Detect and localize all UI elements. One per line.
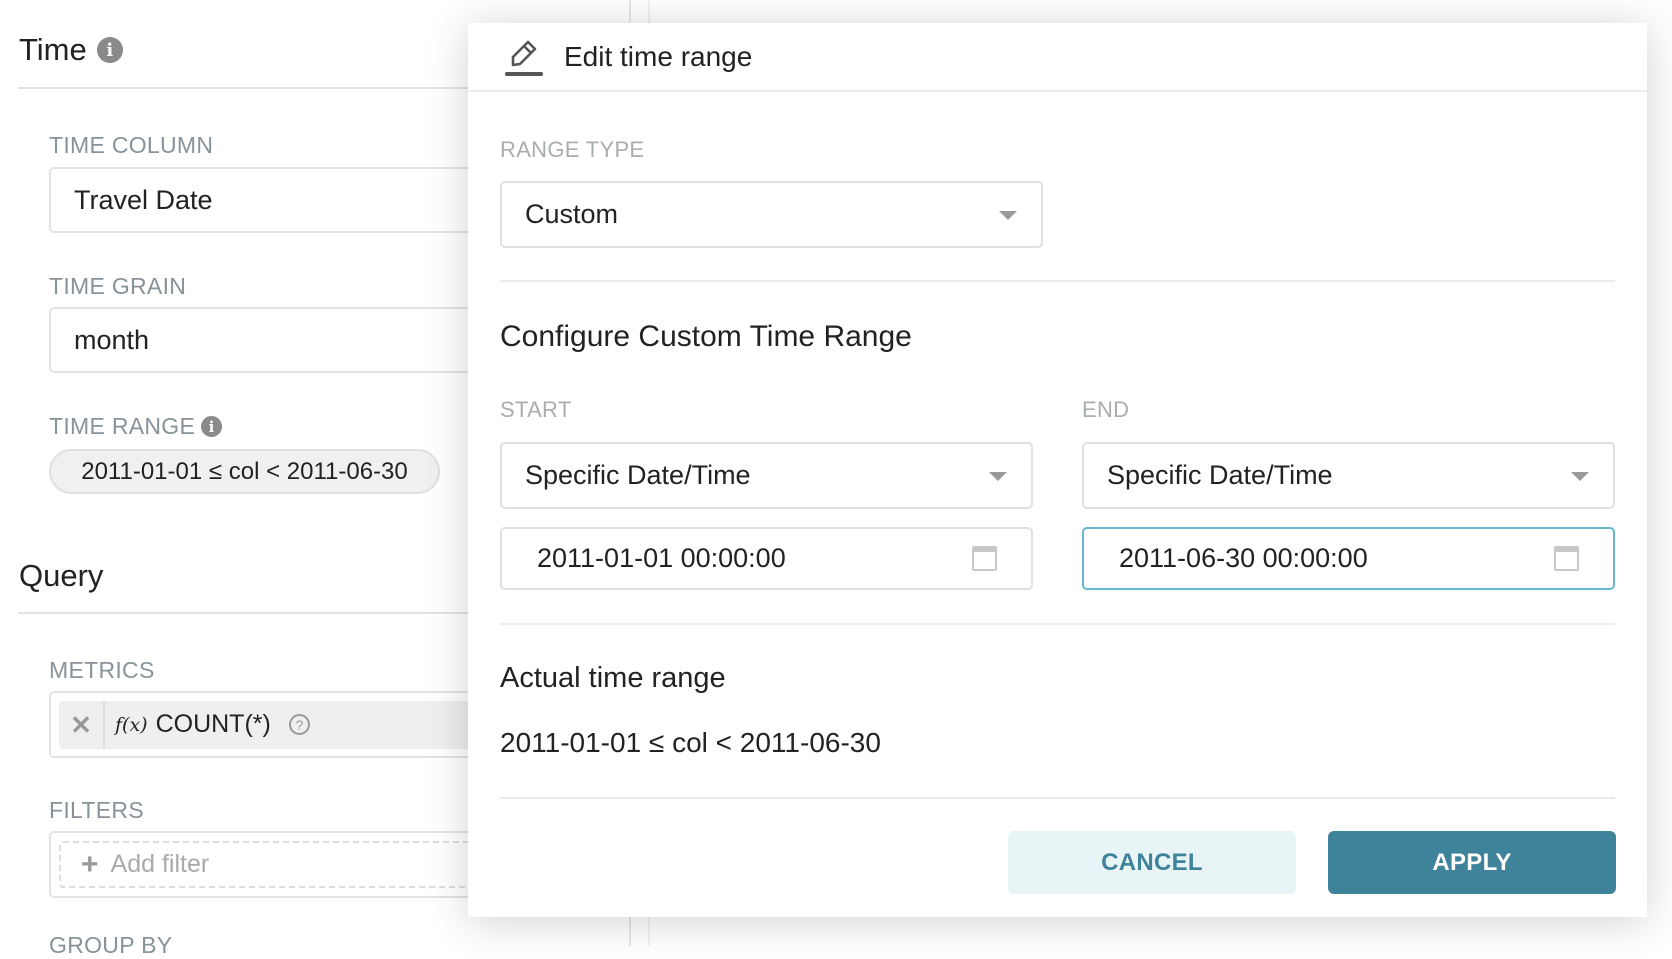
time-grain-label: TIME GRAIN: [49, 273, 187, 299]
header-divider: [468, 90, 1647, 92]
metrics-label: METRICS: [49, 657, 155, 683]
time-range-pill[interactable]: 2011-01-01 ≤ col < 2011-06-30: [49, 449, 440, 494]
modal-title: Edit time range: [564, 41, 753, 72]
filters-box: + Add filter: [49, 831, 489, 898]
info-icon[interactable]: i: [201, 416, 223, 437]
time-grain-value: month: [74, 324, 150, 355]
time-range-value: 2011-01-01 ≤ col < 2011-06-30: [81, 457, 408, 485]
time-section-header[interactable]: Time i: [19, 32, 123, 68]
end-mode-value: Specific Date/Time: [1107, 460, 1333, 490]
metric-value: COUNT(*): [155, 710, 271, 738]
cancel-button[interactable]: CANCEL: [1008, 831, 1296, 894]
time-range-label: TIME RANGE: [49, 413, 196, 439]
divider: [18, 87, 478, 89]
end-label: END: [1082, 397, 1130, 422]
remove-metric-icon[interactable]: ✕: [59, 700, 105, 749]
time-grain-select[interactable]: month: [49, 307, 489, 373]
time-section-title: Time: [19, 32, 87, 67]
time-range-label-row: TIME RANGE i: [49, 413, 223, 440]
time-column-value: Travel Date: [74, 184, 213, 215]
pencil-icon: [505, 40, 543, 76]
range-type-select[interactable]: Custom: [500, 181, 1043, 248]
add-filter-button[interactable]: + Add filter: [59, 841, 479, 888]
chevron-down-icon: [999, 210, 1017, 220]
divider: [500, 623, 1615, 625]
actual-range-value: 2011-01-01 ≤ col < 2011-06-30: [500, 727, 881, 758]
divider: [18, 612, 478, 614]
metrics-box[interactable]: ✕ f(x) COUNT(*) ?: [49, 691, 489, 758]
help-icon[interactable]: ?: [288, 714, 310, 735]
add-filter-label: Add filter: [110, 850, 210, 878]
filters-label: FILTERS: [49, 797, 144, 823]
chevron-down-icon: [1571, 471, 1589, 481]
divider: [500, 280, 1615, 282]
metric-chip[interactable]: ✕ f(x) COUNT(*) ?: [59, 700, 479, 749]
custom-range-heading: Configure Custom Time Range: [500, 320, 912, 353]
time-column-select[interactable]: Travel Date: [49, 167, 489, 233]
query-section-title: Query: [19, 558, 104, 593]
divider: [500, 797, 1615, 799]
calendar-icon[interactable]: [1554, 545, 1579, 571]
apply-button[interactable]: APPLY: [1328, 831, 1616, 894]
start-mode-select[interactable]: Specific Date/Time: [500, 442, 1033, 509]
time-column-label: TIME COLUMN: [49, 132, 214, 158]
end-date-input[interactable]: 2011-06-30 00:00:00: [1082, 527, 1615, 590]
calendar-icon[interactable]: [972, 545, 997, 571]
chevron-down-icon: [989, 471, 1007, 481]
plus-icon: +: [81, 847, 99, 881]
actual-range-heading: Actual time range: [500, 662, 726, 694]
start-date-value: 2011-01-01 00:00:00: [537, 543, 786, 573]
function-icon: f(x): [115, 713, 148, 736]
range-type-label: RANGE TYPE: [500, 137, 645, 162]
end-date-value: 2011-06-30 00:00:00: [1119, 543, 1368, 573]
start-mode-value: Specific Date/Time: [525, 460, 751, 490]
info-icon[interactable]: i: [96, 37, 123, 63]
start-label: START: [500, 397, 572, 422]
edit-time-range-popover: Edit time range RANGE TYPE Custom Config…: [468, 23, 1647, 917]
range-type-value: Custom: [525, 199, 619, 229]
start-date-input[interactable]: 2011-01-01 00:00:00: [500, 527, 1033, 590]
end-mode-select[interactable]: Specific Date/Time: [1082, 442, 1615, 509]
